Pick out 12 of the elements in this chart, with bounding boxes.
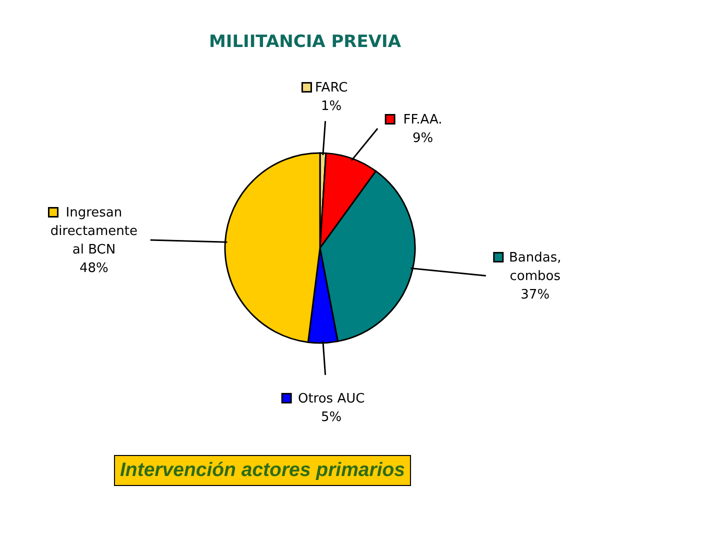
legend-label: Ingresan directamente al BCN bbox=[50, 206, 138, 258]
data-label: 37% bbox=[520, 287, 550, 302]
data-label: 9% bbox=[412, 131, 434, 146]
chart-title: MILIITANCIA PREVIA bbox=[208, 32, 402, 52]
data-label: 1% bbox=[321, 99, 342, 114]
legend-label: Otros AUC bbox=[298, 391, 365, 406]
data-label: 48% bbox=[80, 261, 108, 276]
legend-label: FARC bbox=[315, 80, 348, 96]
legend-label: Bandas, combos bbox=[508, 250, 562, 284]
legend-label: FF.AA. bbox=[403, 112, 442, 128]
data-label: 5% bbox=[321, 410, 342, 425]
text: Intervención actores primarios bbox=[114, 455, 412, 486]
